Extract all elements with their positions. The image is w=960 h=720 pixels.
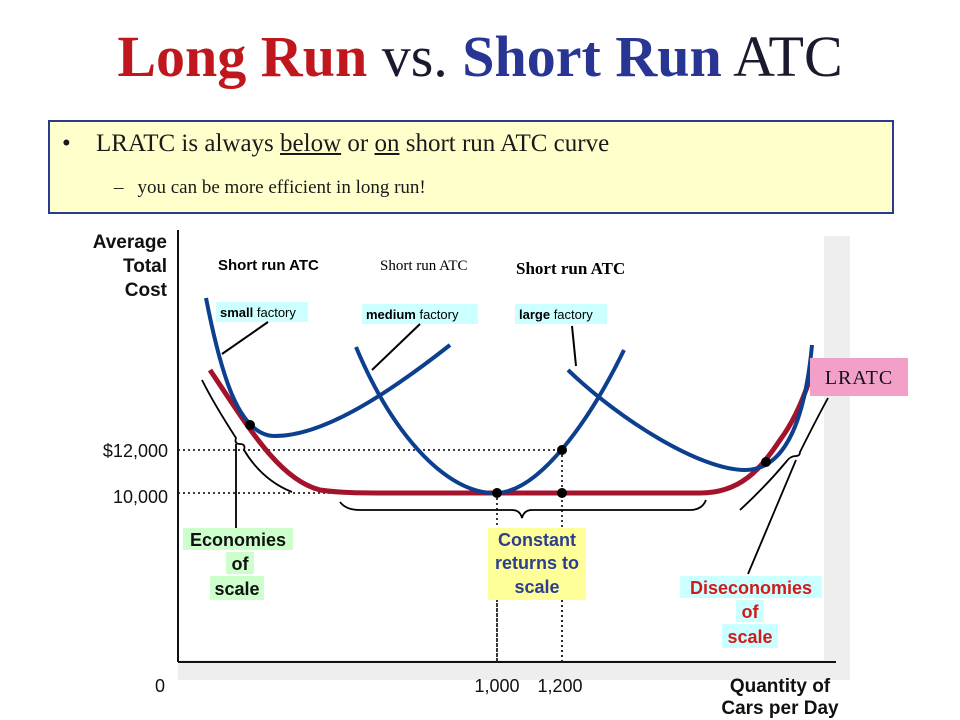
ylabel-line3: Cost	[125, 280, 168, 301]
factory-label-large-bg	[515, 304, 607, 324]
y-tick-12000: $12,000	[103, 441, 168, 461]
short-run-title-medium: Short run ATC	[380, 258, 468, 274]
factory-small-rest: factory	[253, 305, 296, 320]
title-long-run: Long Run	[117, 24, 368, 89]
lratc-curve	[207, 368, 815, 496]
lratc-tag-bg	[810, 358, 908, 396]
bullet-box: • LRATC is always below or on short run A…	[48, 120, 894, 214]
title-vs: vs.	[367, 24, 463, 89]
factory-label-large: large factory	[519, 307, 593, 322]
economies-line2-bg	[226, 552, 254, 574]
ylabel-line2: Total	[123, 256, 167, 277]
y-tick-10000: 10,000	[113, 487, 168, 507]
factory-medium-rest: factory	[416, 307, 459, 322]
diseconomies-line1: Diseconomies	[690, 578, 812, 598]
short-run-title-small: Short run ATC	[218, 257, 319, 274]
xlabel-line1: Quantity of	[730, 676, 831, 697]
brace-economies	[201, 379, 293, 493]
bullet-prefix: LRATC is always	[96, 130, 281, 157]
factory-label-small-bg	[216, 302, 308, 322]
diseconomies-line1-bg	[680, 576, 822, 598]
main-bullet: • LRATC is always below or on short run A…	[62, 130, 609, 158]
short-run-curve-large	[566, 344, 814, 473]
tangent-point-large	[761, 457, 771, 467]
constant-label-bg	[488, 528, 586, 600]
brace-constant	[339, 499, 707, 519]
economies-line1: Economies	[190, 530, 286, 550]
factory-large-bold: large	[519, 307, 550, 322]
x-tick-1200: 1,200	[537, 676, 582, 696]
factory-label-medium: medium factory	[366, 307, 459, 322]
pointer-diseconomies	[747, 459, 797, 575]
pointer-large	[571, 325, 577, 367]
constant-line1: Constant	[498, 530, 576, 550]
pointer-small	[221, 321, 269, 355]
point-1200-lratc	[557, 488, 567, 498]
economies-line3: scale	[214, 579, 259, 599]
slide-title: Long Run vs. Short Run ATC	[0, 22, 960, 92]
xlabel-line2: Cars per Day	[721, 698, 839, 719]
title-short-run: Short Run	[462, 24, 722, 89]
sub-dash: –	[114, 177, 124, 198]
title-atc: ATC	[721, 24, 843, 89]
bullet-dot-icon: •	[62, 130, 71, 157]
factory-label-small: small factory	[220, 305, 296, 320]
short-run-curve-small	[204, 297, 452, 439]
short-run-title-large: Short run ATC	[516, 259, 625, 278]
x-tick-1000: 1,000	[474, 676, 519, 696]
diseconomies-line2-bg	[736, 600, 764, 622]
factory-large-rest: factory	[550, 307, 593, 322]
economies-line3-bg	[210, 576, 264, 600]
brace-diseconomies	[739, 397, 829, 511]
factory-label-medium-bg	[362, 304, 478, 324]
factory-medium-bold: medium	[366, 307, 416, 322]
pointer-medium	[371, 323, 421, 371]
economies-line1-bg	[183, 528, 293, 550]
bullet-on: on	[374, 130, 400, 157]
ylabel-line1: Average	[93, 232, 167, 253]
constant-line2: returns to	[495, 553, 579, 573]
sub-bullet: – you can be more efficient in long run!	[114, 177, 426, 199]
x-tick-0: 0	[155, 676, 165, 696]
diseconomies-line3: scale	[727, 627, 772, 647]
bullet-or: or	[341, 130, 375, 157]
diseconomies-line3-bg	[722, 624, 778, 648]
sub-bullet-text: you can be more efficient in long run!	[137, 177, 426, 198]
factory-small-bold: small	[220, 305, 253, 320]
tangent-point-small	[245, 420, 255, 430]
point-1200-srac	[557, 445, 567, 455]
economies-line2: of	[232, 554, 250, 574]
diseconomies-line2: of	[742, 602, 760, 622]
bullet-below: below	[280, 130, 342, 157]
lratc-tag: LRATC	[825, 367, 893, 389]
point-1000	[492, 488, 502, 498]
constant-line3: scale	[514, 577, 559, 597]
bullet-suffix: short run ATC curve	[399, 130, 610, 157]
